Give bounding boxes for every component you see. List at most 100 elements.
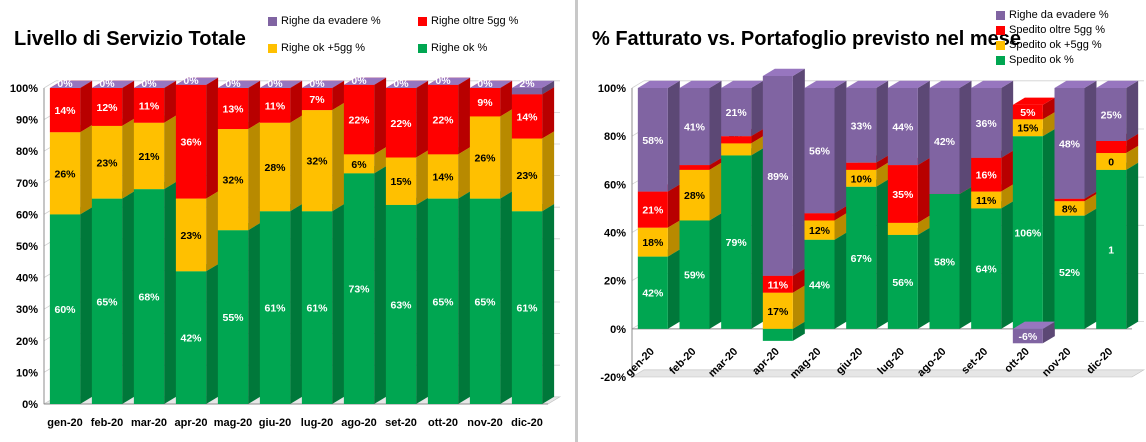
data-label: 21% xyxy=(642,205,664,217)
data-label: 28% xyxy=(264,162,286,174)
legend-label: Righe da evadere % xyxy=(1009,9,1109,21)
bar-face xyxy=(1054,215,1085,329)
data-label: 36% xyxy=(976,118,998,130)
data-label: 7% xyxy=(309,94,325,106)
x-tick-label: nov-20 xyxy=(467,417,502,429)
data-label: 0% xyxy=(351,75,367,87)
bar-segment: 23% xyxy=(511,131,555,212)
bar-side xyxy=(709,157,722,170)
bar-segment: 5% xyxy=(1012,97,1055,120)
bar-segment: 14% xyxy=(427,147,471,199)
bar-side xyxy=(1126,162,1139,329)
bar-side xyxy=(122,118,135,199)
bar-segment: 22% xyxy=(343,77,387,155)
chart-title: Livello di Servizio Totale xyxy=(14,28,246,50)
bar-segment: 79% xyxy=(721,148,764,329)
bar-side xyxy=(667,184,680,228)
data-label: 11% xyxy=(976,195,997,207)
bar-side xyxy=(1042,97,1055,120)
x-tick-label: lug-20 xyxy=(301,417,333,429)
bar-side xyxy=(1126,133,1139,154)
bar-segment: 11% xyxy=(971,184,1014,209)
bar-segment: 42% xyxy=(175,264,219,404)
bar-face xyxy=(259,211,291,404)
y-tick-label: 20% xyxy=(16,336,38,348)
bar-segment: 21% xyxy=(133,115,177,190)
bar-segment: 42% xyxy=(637,249,680,329)
data-label: 5% xyxy=(1020,107,1036,119)
bar-face xyxy=(971,157,1002,192)
bar-top xyxy=(1054,80,1097,88)
data-label: 23% xyxy=(516,170,538,182)
bar-segment: 61% xyxy=(301,204,345,404)
bar-side xyxy=(709,213,722,329)
x-tick-label: feb-20 xyxy=(91,417,123,429)
bar-top xyxy=(637,80,680,88)
data-label: 21% xyxy=(726,107,748,119)
bar-side xyxy=(206,191,219,272)
bar-side xyxy=(917,215,930,235)
bar-segment: 36% xyxy=(971,80,1014,158)
bar-face xyxy=(217,230,249,404)
data-label: 68% xyxy=(138,292,160,304)
bar-side xyxy=(792,68,805,276)
data-label: 2% xyxy=(519,78,535,90)
bar-face xyxy=(1012,104,1043,120)
bar-face xyxy=(637,256,668,329)
data-label: 89% xyxy=(767,171,789,183)
bar-face xyxy=(343,84,375,155)
bar-face xyxy=(846,162,877,170)
bar-side xyxy=(834,80,847,214)
data-label: 42% xyxy=(642,288,664,300)
bar-face xyxy=(1012,136,1043,329)
bar-segment: 42% xyxy=(929,80,972,194)
bar-segment: 0% xyxy=(301,78,345,90)
legend-swatch-yellow xyxy=(268,43,277,53)
bar-side xyxy=(458,191,471,404)
x-tick-label: dic-20 xyxy=(511,417,543,429)
data-label: 26% xyxy=(474,153,496,165)
data-label: 15% xyxy=(390,176,412,188)
bar-face xyxy=(301,88,333,111)
bar-segment: 0% xyxy=(175,75,219,87)
bar-side xyxy=(80,125,93,215)
bar-top xyxy=(49,80,93,88)
data-label: 12% xyxy=(96,102,118,114)
data-label: 14% xyxy=(432,171,454,183)
data-label: 16% xyxy=(976,170,998,182)
bar-side xyxy=(290,80,303,123)
x-tick-label: ott-20 xyxy=(428,417,458,429)
data-label: 21% xyxy=(138,151,160,163)
bar-segment: 28% xyxy=(259,115,303,212)
bar-face xyxy=(929,193,960,329)
legend-swatch-red xyxy=(418,16,427,26)
bar-side xyxy=(1084,191,1097,202)
bar-face xyxy=(971,208,1002,329)
data-label: 6% xyxy=(351,159,367,171)
bar-face xyxy=(301,211,333,404)
data-label: 60% xyxy=(54,304,76,316)
bar-top xyxy=(721,80,764,88)
bar-face xyxy=(469,116,501,199)
bar-segment: 0% xyxy=(469,78,513,90)
bar-face xyxy=(721,155,752,329)
data-label: 22% xyxy=(432,115,454,127)
bar-face xyxy=(91,198,123,404)
bar-face xyxy=(511,138,543,212)
bar-side xyxy=(458,77,471,155)
bar-side xyxy=(792,285,805,329)
data-label: 0% xyxy=(225,78,241,90)
bar-face xyxy=(511,211,543,404)
data-label: 18% xyxy=(642,237,664,249)
data-label: 12% xyxy=(809,225,831,237)
bar-face xyxy=(259,122,291,212)
data-label: 56% xyxy=(809,146,831,158)
data-label: 0% xyxy=(57,78,73,90)
x-tick-label: set-20 xyxy=(385,417,417,429)
bar-top xyxy=(762,68,805,76)
data-label: 11% xyxy=(768,279,789,291)
bar-face xyxy=(637,227,668,257)
data-label: 55% xyxy=(222,312,244,324)
data-label: 73% xyxy=(348,284,370,296)
bar-side xyxy=(248,223,261,404)
